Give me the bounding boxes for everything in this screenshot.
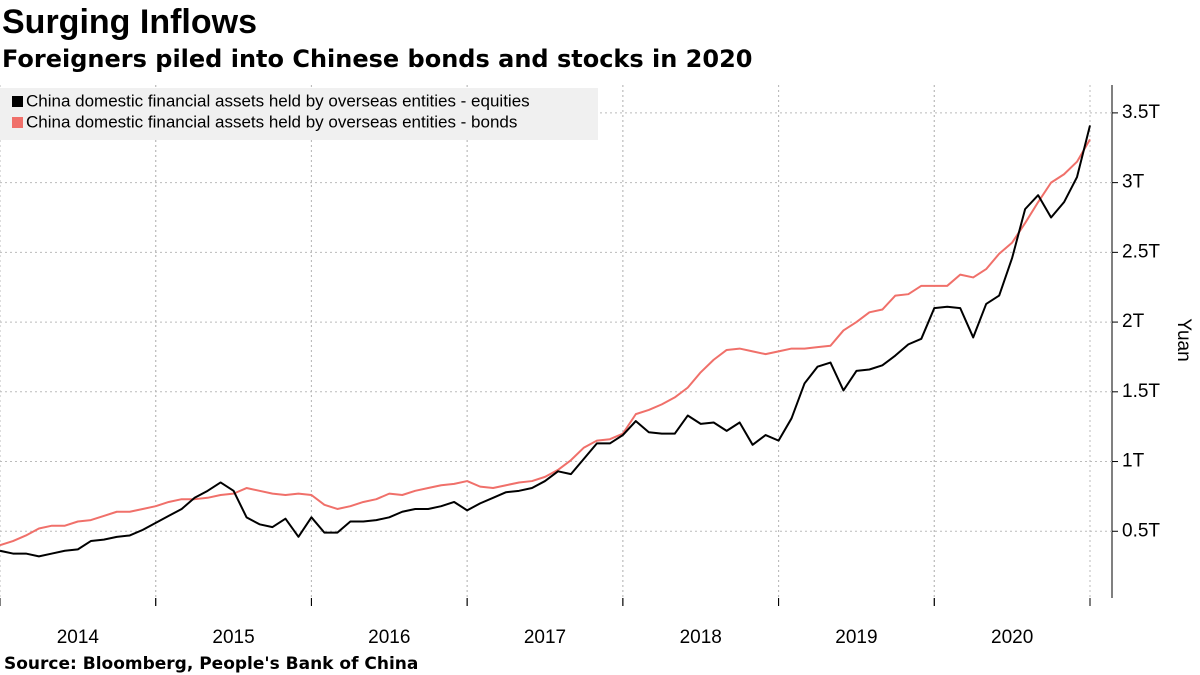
x-tick-label: 2014 [57, 627, 100, 648]
x-tick-label: 2015 [212, 627, 254, 648]
line-series [0, 125, 1091, 558]
y-tick-label: 2.5T [1122, 241, 1160, 262]
legend-label: China domestic financial assets held by … [26, 91, 530, 110]
x-tick-label: 2018 [680, 627, 722, 648]
legend-swatch [12, 96, 23, 107]
line-series [0, 138, 1091, 547]
chart-title: Surging Inflows [2, 3, 257, 41]
y-tick-label: 0.5T [1122, 520, 1160, 541]
x-tick-label: 2017 [524, 627, 566, 648]
y-tick-label: 3.5T [1122, 102, 1160, 123]
legend-swatch [12, 117, 23, 128]
legend-label: China domestic financial assets held by … [26, 112, 517, 131]
x-tick-label: 2016 [368, 627, 410, 648]
y-tick-label: 3T [1122, 172, 1145, 193]
y-axis-label: Yuan [1173, 318, 1194, 361]
legend-box [0, 88, 598, 140]
y-tick-label: 2T [1122, 311, 1145, 332]
y-tick-label: 1.5T [1122, 381, 1160, 402]
y-tick-label: 1T [1122, 451, 1145, 472]
source: Source: Bloomberg, People's Bank of Chin… [4, 654, 418, 674]
x-tick-label: 2019 [835, 627, 877, 648]
x-tick-label: 2020 [991, 627, 1033, 648]
chart-subtitle: Foreigners piled into Chinese bonds and … [2, 45, 752, 73]
